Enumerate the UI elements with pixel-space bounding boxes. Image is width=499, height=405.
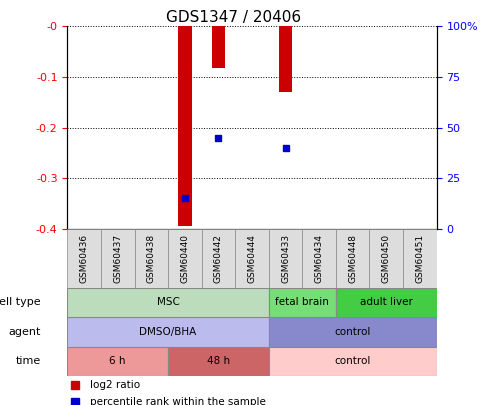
- Bar: [135, 229, 168, 288]
- Text: time: time: [15, 356, 40, 367]
- Bar: [168, 229, 202, 288]
- Bar: [67, 347, 168, 376]
- Text: control: control: [334, 356, 371, 367]
- Bar: [269, 288, 336, 317]
- Bar: [168, 347, 269, 376]
- Text: cell type: cell type: [0, 297, 40, 307]
- Text: DMSO/BHA: DMSO/BHA: [139, 327, 197, 337]
- Text: GSM60434: GSM60434: [315, 234, 324, 283]
- Bar: [336, 229, 369, 288]
- Bar: [269, 317, 437, 347]
- Text: agent: agent: [8, 327, 40, 337]
- Bar: [279, 26, 292, 92]
- Text: fetal brain: fetal brain: [275, 297, 329, 307]
- Bar: [212, 26, 225, 68]
- Text: GSM60448: GSM60448: [348, 234, 357, 283]
- Text: MSC: MSC: [157, 297, 180, 307]
- Bar: [67, 317, 269, 347]
- Bar: [101, 229, 135, 288]
- Text: 48 h: 48 h: [207, 356, 230, 367]
- Bar: [202, 229, 235, 288]
- Bar: [178, 26, 192, 226]
- Text: GSM60444: GSM60444: [248, 234, 256, 283]
- Text: GSM60437: GSM60437: [113, 234, 122, 283]
- Text: control: control: [334, 327, 371, 337]
- Text: GSM60438: GSM60438: [147, 234, 156, 283]
- Text: GSM60442: GSM60442: [214, 234, 223, 283]
- Title: GDS1347 / 20406: GDS1347 / 20406: [166, 10, 301, 25]
- Bar: [403, 229, 437, 288]
- Text: log2 ratio: log2 ratio: [89, 380, 140, 390]
- Text: adult liver: adult liver: [360, 297, 413, 307]
- Text: 6 h: 6 h: [109, 356, 126, 367]
- Text: GSM60436: GSM60436: [80, 234, 89, 283]
- Bar: [302, 229, 336, 288]
- Text: GSM60440: GSM60440: [180, 234, 189, 283]
- Bar: [269, 229, 302, 288]
- Text: percentile rank within the sample: percentile rank within the sample: [89, 397, 265, 405]
- Text: GSM60450: GSM60450: [382, 234, 391, 283]
- Bar: [269, 347, 437, 376]
- Text: GSM60451: GSM60451: [415, 234, 424, 283]
- Bar: [369, 229, 403, 288]
- Bar: [67, 229, 101, 288]
- Bar: [235, 229, 269, 288]
- Text: GSM60433: GSM60433: [281, 234, 290, 283]
- Bar: [336, 288, 437, 317]
- Bar: [67, 288, 269, 317]
